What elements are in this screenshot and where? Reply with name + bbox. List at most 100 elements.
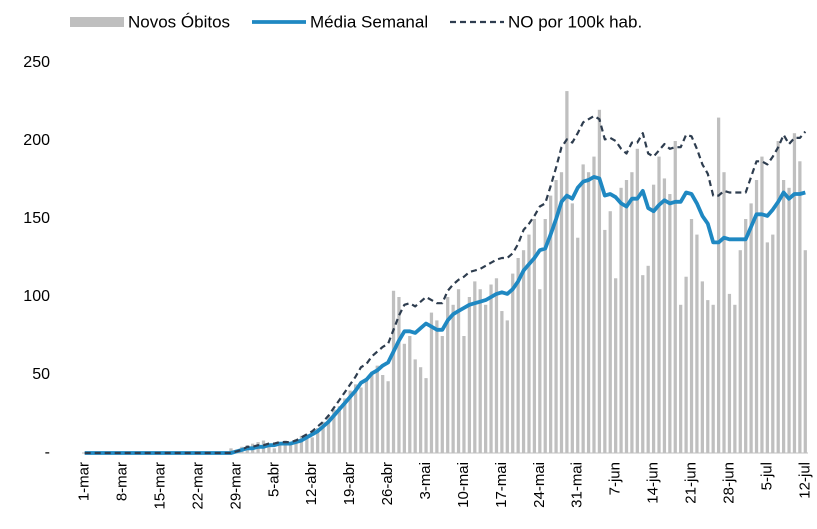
bar (494, 278, 499, 453)
bar (700, 281, 704, 453)
bar (316, 428, 320, 453)
bar (229, 448, 233, 453)
bar (657, 156, 661, 453)
x-tick-label: 5-abr (265, 462, 282, 497)
x-tick-label: 5-jul (758, 462, 775, 490)
x-tick-label: 7-jun (607, 462, 624, 495)
bar (792, 133, 797, 453)
bar (754, 180, 759, 453)
bar (456, 289, 461, 453)
bar (294, 438, 298, 453)
bar (689, 219, 694, 453)
bar (776, 141, 780, 453)
bar (803, 250, 807, 453)
bar (278, 445, 282, 453)
y-tick-label: - (45, 444, 50, 461)
bar (484, 304, 488, 453)
bar (597, 109, 602, 454)
bar (614, 278, 618, 453)
bar (565, 91, 569, 453)
bar (771, 234, 775, 453)
bar (798, 161, 802, 453)
bar (343, 398, 347, 453)
bar (451, 304, 455, 453)
y-tick-label: 50 (32, 366, 50, 383)
bar (364, 378, 369, 453)
bar (733, 304, 737, 453)
legend-label: Média Semanal (310, 12, 428, 31)
bar (651, 184, 656, 453)
bar (608, 211, 612, 453)
bar (511, 273, 515, 453)
legend-swatch (70, 17, 124, 27)
legend-label: NO por 100k hab. (508, 12, 642, 31)
bar (711, 304, 715, 453)
bar (592, 156, 596, 453)
bar (760, 156, 764, 453)
x-tick-label: 10-mai (455, 462, 472, 508)
y-tick-label: 250 (23, 54, 50, 71)
bar (603, 229, 607, 453)
bar (716, 117, 721, 453)
bar (397, 297, 401, 453)
bar (722, 172, 726, 453)
bar (337, 406, 341, 453)
bar (267, 446, 271, 453)
bar (424, 378, 428, 453)
bar (727, 293, 732, 453)
bar (473, 281, 477, 453)
bar (489, 284, 493, 453)
bar (549, 195, 553, 453)
bar (749, 203, 753, 453)
bar (402, 343, 406, 453)
bar (381, 375, 385, 453)
bar (635, 148, 639, 454)
x-tick-label: 12-abr (303, 462, 320, 505)
bar (299, 435, 304, 453)
x-tick-label: 21-jun (682, 462, 699, 504)
x-tick-label: 8-mar (114, 462, 131, 501)
bar (706, 300, 710, 453)
bar (348, 390, 352, 453)
bar (765, 242, 769, 453)
x-tick-label: 17-mai (493, 462, 510, 508)
bar (581, 164, 585, 453)
bar (408, 336, 412, 453)
bar (641, 275, 645, 453)
x-tick-label: 22-mar (189, 462, 206, 510)
x-tick-label: 28-jun (720, 462, 737, 504)
bar (516, 258, 520, 453)
bar (679, 304, 683, 453)
x-tick-label: 15-mar (152, 462, 169, 510)
x-tick-label: 19-abr (341, 462, 358, 505)
bar (332, 409, 336, 453)
bar (559, 172, 564, 453)
bar (630, 172, 634, 453)
bar (429, 312, 434, 453)
bar (326, 415, 331, 453)
x-tick-label: 26-abr (379, 462, 396, 505)
y-tick-label: 200 (23, 132, 50, 149)
bar (684, 276, 688, 453)
bar (353, 384, 358, 453)
bar (375, 365, 379, 453)
bar (359, 387, 363, 453)
bar (446, 297, 450, 453)
bar (787, 187, 791, 454)
bar (418, 367, 423, 453)
bar (781, 180, 786, 453)
bar (543, 219, 547, 453)
bar (310, 437, 314, 453)
bar (305, 434, 309, 453)
bar (283, 440, 287, 453)
bar (532, 219, 537, 453)
bar (576, 237, 580, 453)
x-tick-label: 3-mai (417, 462, 434, 500)
bar (386, 381, 390, 453)
bar (462, 336, 466, 453)
bar (695, 234, 699, 453)
y-tick-label: 150 (23, 210, 50, 227)
bar (538, 289, 542, 453)
bar (586, 172, 591, 453)
bar (478, 289, 482, 453)
